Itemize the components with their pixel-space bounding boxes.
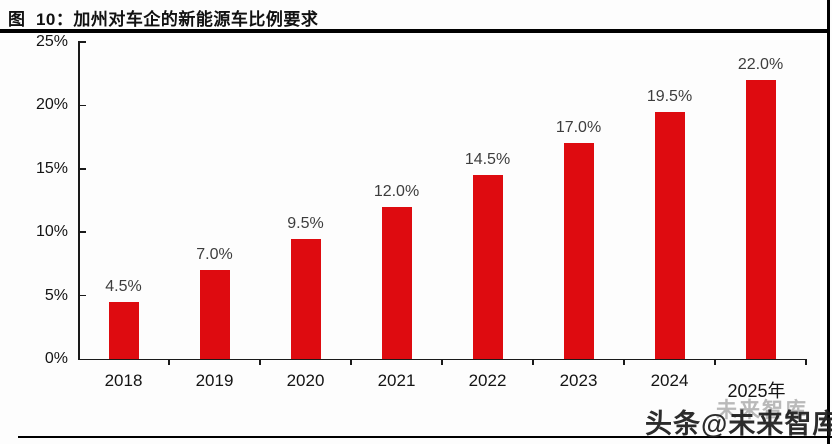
y-axis-tick	[78, 294, 86, 297]
x-axis-category-label: 2020	[286, 371, 325, 390]
x-axis-tick	[168, 359, 170, 365]
bar-value-label: 17.0%	[555, 119, 602, 137]
x-axis-category-label: 2025年	[727, 381, 786, 401]
watermark-ghost-text: 未来智库	[716, 399, 808, 422]
y-axis-tick-label: 10%	[35, 223, 68, 241]
figure-right-border	[827, 0, 830, 444]
x-axis-category-label: 2021	[377, 371, 416, 390]
x-axis-category-label: 2023	[559, 371, 598, 390]
y-axis-tick-label: 5%	[44, 286, 68, 304]
bar-2024	[654, 111, 685, 359]
y-axis-tick	[78, 41, 86, 43]
x-axis-category-label: 2018	[104, 371, 143, 390]
y-axis-line	[78, 42, 80, 359]
x-axis-tick	[532, 359, 534, 365]
y-axis-tick	[78, 231, 86, 233]
figure-title: 图 10：加州对车企的新能源车比例要求	[8, 10, 319, 29]
bar-2021	[381, 206, 412, 359]
y-axis-tick-label: 25%	[35, 33, 68, 50]
y-axis-tick-label: 20%	[35, 96, 68, 114]
x-axis-category-label: 2019	[195, 371, 234, 390]
x-axis-tick	[623, 359, 625, 365]
bar-2022	[472, 175, 503, 359]
x-axis-tick	[350, 359, 352, 365]
x-axis-tick	[714, 359, 716, 365]
x-axis-category-label: 2022	[468, 371, 507, 390]
bar-value-label: 12.0%	[373, 182, 420, 200]
x-axis-tick	[805, 359, 807, 365]
y-axis-tick	[78, 168, 86, 170]
bar-value-label: 4.5%	[105, 277, 142, 295]
x-axis-tick	[441, 359, 443, 365]
bar-value-label: 19.5%	[646, 87, 693, 105]
bar-value-label: 22.0%	[737, 56, 784, 74]
bar-2023	[563, 143, 594, 359]
x-axis-tick	[259, 359, 261, 365]
bar-2020	[290, 238, 321, 359]
bar-value-label: 7.0%	[196, 246, 233, 264]
y-axis-tick-label: 15%	[35, 159, 68, 177]
bar-2018	[108, 301, 139, 359]
title-underline	[0, 29, 830, 33]
bar-2019	[199, 270, 230, 359]
watermark-text: 头条@未来智库	[645, 409, 832, 439]
bar-value-label: 9.5%	[287, 214, 324, 232]
y-axis-tick-label: 0%	[44, 350, 68, 367]
bar-2025年	[745, 80, 776, 359]
figure-bottom-rule	[18, 435, 832, 438]
bar-value-label: 14.5%	[464, 151, 511, 169]
x-axis-category-label: 2024	[650, 371, 689, 390]
y-axis-tick	[78, 104, 86, 107]
